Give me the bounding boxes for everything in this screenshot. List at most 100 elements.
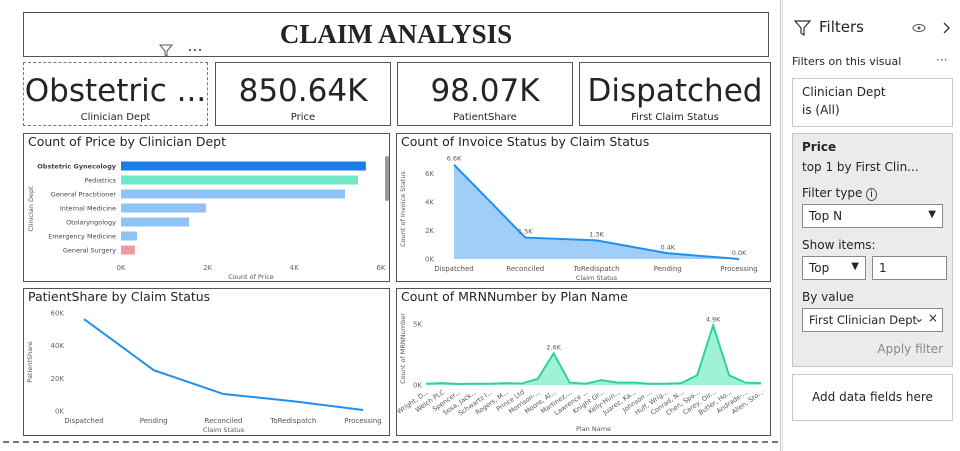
y-axis-title: Clinician Dept [27,186,35,232]
area [454,164,739,259]
y-tick-label: Internal Medicine [60,205,116,213]
pane-title: Filters [819,18,864,36]
y-tick-label: 20K [51,375,65,383]
filter-card[interactable]: Price top 1 by First Clin... Filter type… [792,133,953,367]
by-value-field[interactable]: First Clinician Dept ⌄ × [802,308,943,332]
visual-header-icons[interactable] [158,43,208,57]
field-label: Show items: [802,238,876,252]
page-break [3,441,778,443]
apply-filter-button[interactable]: Apply filter [877,342,943,356]
x-axis-title: Claim Status [576,274,618,282]
card-label: PatientShare [453,112,517,123]
card-label: Price [290,112,316,123]
field-label: By value [802,290,854,304]
card-value: 98.07K [430,73,540,109]
chart-visual[interactable]: Count of Invoice Status by Claim Status 0… [396,133,771,282]
y-tick-label: 6K [425,170,434,178]
kpi-card[interactable]: Dispatched First Claim Status [579,62,771,126]
y-tick-label: General Practitioner [51,191,117,199]
line [425,322,762,386]
filter-type-label: Filter type [802,186,863,200]
card-value: Obstetric ... [24,73,207,109]
filter-field: Price [802,140,837,154]
chart-visual[interactable]: Count of Price by Clinician Dept Obstetri… [23,133,390,282]
y-tick-label: Otolaryngology [66,219,116,227]
add-fields-well[interactable]: Add data fields here [792,374,953,421]
x-axis-title: Count of Price [228,273,274,281]
data-label: 1.3K [589,230,604,238]
show-items-select[interactable]: Top ▼ [802,256,866,280]
card-value: Dispatched [587,73,763,109]
y-axis-title: Count of MRNNumber [399,313,407,384]
data-label: 0.4K [660,243,675,251]
chart-title: Count of MRNNumber by Plan Name [401,289,628,304]
kpi-card[interactable]: 98.07K PatientShare [397,62,573,126]
data-label: 6.6K [447,155,462,163]
x-tick-label: 2K [203,264,212,272]
x-tick-label: 6K [376,264,385,272]
pane-icons[interactable] [911,20,951,36]
bar [121,203,206,213]
y-tick-label: General Surgery [63,247,116,255]
filter-state: top 1 by First Clin... [802,160,919,174]
bar [121,189,346,199]
y-tick-label: Pediatrics [84,177,116,185]
chart-visual[interactable]: Count of MRNNumber by Plan Name0K5KWrigh… [396,288,771,436]
kpi-card[interactable]: 850.64K Price [215,62,391,126]
bar [121,161,366,171]
card-label: First Claim Status [631,112,719,123]
report-canvas [780,0,781,451]
report-title: CLAIM ANALYSIS [279,19,513,49]
bar [121,231,138,241]
bar [121,175,359,185]
bar [121,245,135,255]
x-tick-label: ToRedispatch [572,265,619,273]
area [426,325,761,385]
x-tick-label: ToRedispatch [269,417,316,425]
bar [121,217,190,227]
y-tick-label: 60K [51,310,65,318]
filters-pane: Filters Filters on this visual ··· Clini… [782,0,960,451]
line [453,164,740,260]
x-tick-label: 4K [290,264,299,272]
field-value: First Clinician Dept [809,313,918,327]
select-value: Top N [809,209,843,223]
select-value: Top [809,261,830,275]
y-axis-title: PatientShare [26,341,34,382]
filter-state: is (All) [802,103,840,117]
y-tick-label: 0K [413,382,422,390]
line [83,318,364,412]
title-box: CLAIM ANALYSIS [23,12,769,57]
chart-visual[interactable]: PatientShare by Claim Status 0K 20K 40K 60K D… [23,288,390,436]
data-label: 2.6K [546,343,561,351]
data-label: 1.5K [518,228,533,236]
filter-card[interactable]: Clinician Dept is (All) [792,78,953,127]
y-tick-label: 40K [51,342,65,350]
x-tick-label: 0K [116,264,125,272]
field-label: Filter type i [802,186,943,201]
y-tick-label: 4K [425,198,434,206]
x-tick-label: Processing [344,417,381,425]
y-tick-label: 0K [55,408,64,416]
chart-title: Count of Invoice Status by Claim Status [401,134,649,149]
y-axis-title: Count of Invoice Status [399,171,407,247]
x-tick-label: Pending [654,265,682,273]
y-tick-label: 0K [425,256,434,264]
scrollbar [385,156,389,201]
more-options[interactable]: ··· [936,53,948,67]
x-tick-label: Dispatched [64,417,104,425]
kpi-card[interactable]: Obstetric ... Clinician Dept [23,62,208,126]
count-input[interactable]: 1 [872,256,947,280]
x-tick-label: Dispatched [434,265,474,273]
filter-field: Clinician Dept [802,85,886,99]
x-tick-label: Processing [720,265,757,273]
card-label: Clinician Dept [80,112,151,123]
filter-type-select[interactable]: Top N ▼ [802,204,943,228]
data-label: 4.9K [706,315,721,323]
y-tick-label: 5K [413,321,422,329]
x-tick-label: Reconciled [506,265,544,273]
y-tick-label: 2K [425,227,434,235]
x-tick-label: Pending [140,417,168,425]
section-label: Filters on this visual [792,55,902,68]
